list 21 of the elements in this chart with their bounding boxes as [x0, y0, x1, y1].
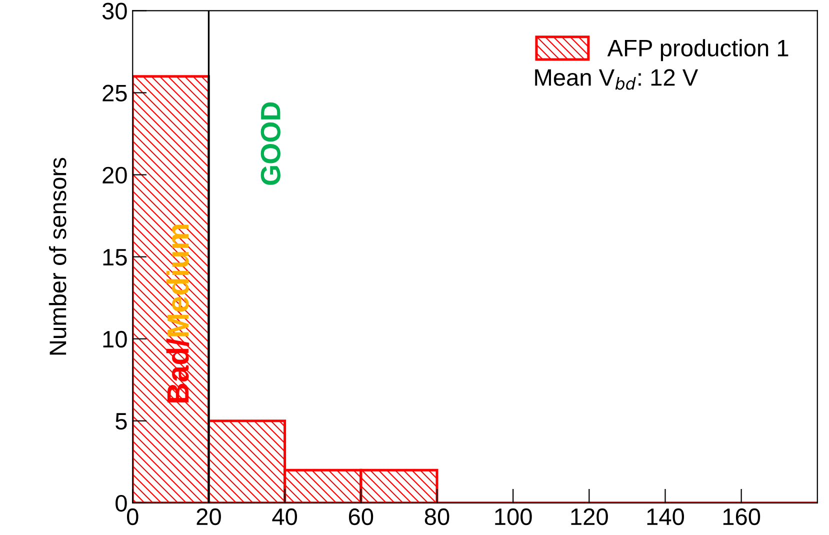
y-tick-label: 30	[102, 2, 127, 20]
x-tick-label: 0	[126, 508, 138, 526]
y-tick-label: 20	[102, 166, 127, 184]
legend-label: AFP production 1	[607, 39, 788, 62]
x-tick-label: 80	[424, 508, 450, 526]
x-tick-label: 140	[647, 508, 684, 526]
y-tick-label: 5	[116, 413, 127, 430]
x-tick-label: 120	[571, 508, 608, 526]
annotation: Medium	[166, 224, 189, 336]
y-axis-title: Number of sensors	[48, 158, 66, 355]
y-tick-label: 15	[103, 249, 127, 266]
x-tick-label: 40	[272, 508, 298, 526]
annotation: GOOD	[260, 102, 280, 185]
x-tick-label: 100	[495, 508, 532, 526]
annotation: Mean V$_{bd}$: 12 V	[535, 69, 698, 90]
x-tick-label: 60	[348, 508, 374, 526]
y-tick-label: 25	[102, 84, 127, 102]
x-tick-label: 160	[723, 508, 760, 526]
y-tick-label: 10	[103, 330, 127, 348]
x-tick-label: 20	[196, 508, 221, 526]
y-tick-label: 0	[116, 494, 127, 512]
